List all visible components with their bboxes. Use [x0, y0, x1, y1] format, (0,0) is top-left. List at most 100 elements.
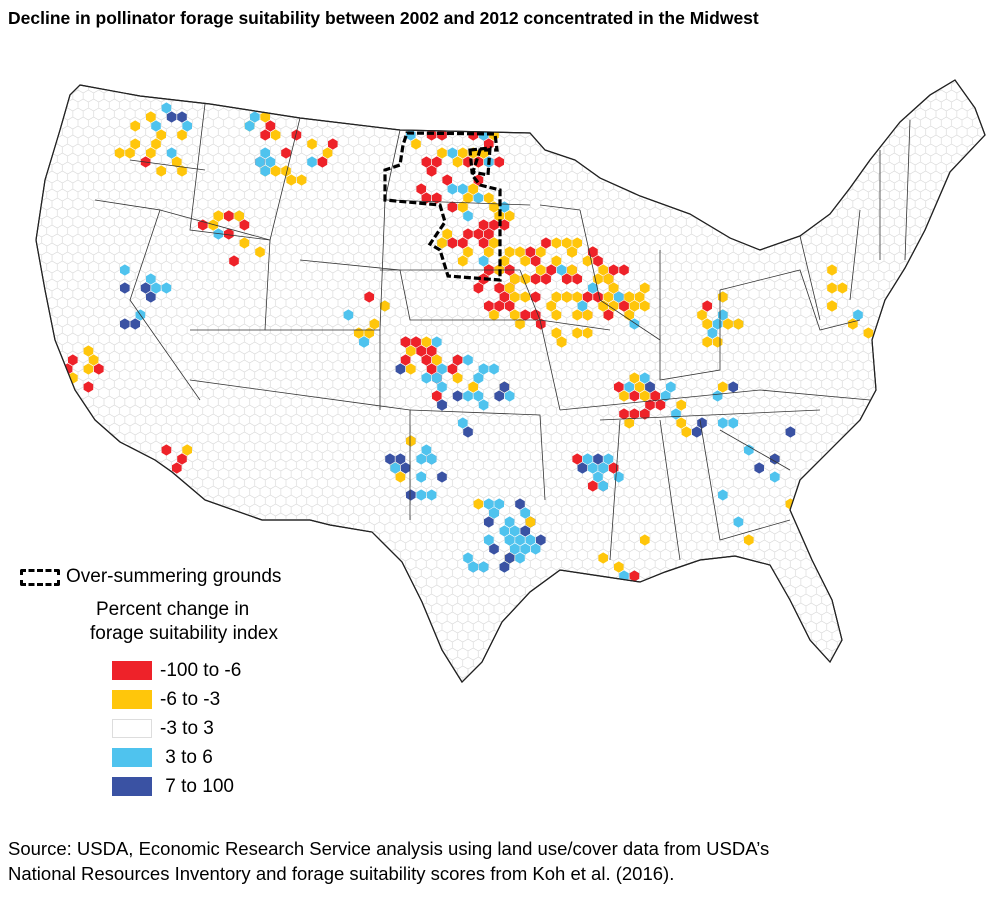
hex-cell: [645, 399, 655, 411]
hex-cell: [478, 399, 489, 411]
hex-cell: [426, 345, 437, 357]
hex-cell: [494, 390, 504, 402]
hex-cell: [499, 525, 510, 537]
hex-cell: [463, 246, 473, 258]
hex-cell: [489, 309, 499, 321]
hex-cell: [213, 228, 224, 240]
legend-title-line1: Percent change in: [96, 599, 250, 620]
hex-cell: [416, 345, 426, 357]
hex-cell: [484, 228, 494, 240]
hex-cell: [151, 120, 161, 132]
hex-cell: [577, 462, 588, 474]
hex-cell: [728, 381, 738, 393]
hex-cell: [718, 381, 728, 393]
hex-cell: [520, 255, 530, 267]
hex-cell: [629, 390, 640, 402]
hex-cell: [504, 390, 515, 402]
hex-cell: [702, 300, 712, 312]
hex-cell: [551, 327, 562, 339]
hex-cell: [827, 264, 837, 276]
hex-cell: [380, 300, 390, 312]
hex-cell: [478, 561, 489, 573]
hex-cell: [468, 561, 478, 573]
hex-cell: [255, 246, 265, 258]
hex-cell: [437, 471, 447, 483]
hex-cell: [120, 282, 130, 294]
hex-cell: [458, 147, 468, 159]
hex-cell: [582, 309, 593, 321]
hex-cell: [598, 552, 608, 564]
hex-cell: [146, 111, 156, 123]
legend-item: -6 to -3: [112, 685, 281, 714]
hex-cell: [650, 390, 660, 402]
hex-cell: [827, 300, 837, 312]
over-summering-boundary: [383, 131, 502, 282]
legend-label: 3 to 6: [160, 746, 213, 768]
hex-cell: [718, 489, 728, 501]
hex-cell: [629, 300, 640, 312]
hex-cell: [473, 390, 484, 402]
hex-cell: [421, 156, 432, 168]
hex-cell: [598, 300, 608, 312]
hex-cell: [359, 336, 369, 348]
legend-swatch: [112, 690, 152, 709]
hex-cell: [619, 264, 629, 276]
hex-cell: [489, 219, 499, 231]
hex-cell: [827, 282, 837, 294]
hex-cell: [582, 453, 593, 465]
hex-cell: [437, 363, 447, 375]
hex-cell: [593, 471, 603, 483]
legend-label: -3 to 3: [160, 717, 214, 739]
hex-cell: [546, 264, 556, 276]
hex-cell: [603, 291, 614, 303]
hex-cell: [421, 336, 432, 348]
colored-hexes: [62, 102, 874, 582]
hex-cell: [432, 372, 442, 384]
hex-cell: [452, 372, 463, 384]
hex-cell: [478, 273, 489, 285]
hex-cell: [499, 219, 510, 231]
hex-cell: [520, 525, 530, 537]
hex-cell: [863, 327, 874, 339]
hex-cell: [432, 156, 442, 168]
hex-cell: [432, 354, 442, 366]
hex-cell: [458, 237, 468, 249]
hex-cell: [406, 489, 416, 501]
hex-cell: [229, 255, 239, 267]
hex-cell: [156, 129, 166, 141]
hex-cell: [395, 363, 406, 375]
hex-cell: [182, 444, 192, 456]
hex-cell: [588, 282, 598, 294]
hex-cell: [504, 300, 515, 312]
hex-cell: [744, 534, 754, 546]
hex-cell: [525, 516, 536, 528]
hex-cell: [120, 264, 130, 276]
hex-cell: [520, 309, 530, 321]
hex-cell: [208, 219, 218, 231]
hex-cell: [551, 309, 562, 321]
us-border: [35, 79, 986, 683]
hex-cell: [83, 363, 94, 375]
hex-cell: [712, 390, 723, 402]
legend-item: -100 to -6: [112, 656, 281, 685]
hex-cell: [562, 273, 572, 285]
hex-cell: [286, 174, 296, 186]
hex-cell: [447, 147, 458, 159]
hex-cell: [468, 381, 478, 393]
hex-cell: [504, 552, 515, 564]
hex-cell: [499, 291, 510, 303]
hex-cell: [166, 111, 177, 123]
hex-cell: [328, 138, 338, 150]
hex-cell: [426, 165, 437, 177]
hex-cell: [452, 390, 463, 402]
hex-cell: [598, 264, 608, 276]
hex-cell: [172, 156, 182, 168]
dashed-box-icon: [20, 568, 60, 586]
legend-title: Percent change in forage suitability ind…: [90, 598, 281, 646]
hex-cell: [655, 399, 666, 411]
hex-cell: [177, 111, 187, 123]
hex-cell: [432, 390, 442, 402]
hex-cell: [525, 246, 536, 258]
state-border: [659, 250, 721, 381]
hex-cell: [478, 255, 489, 267]
